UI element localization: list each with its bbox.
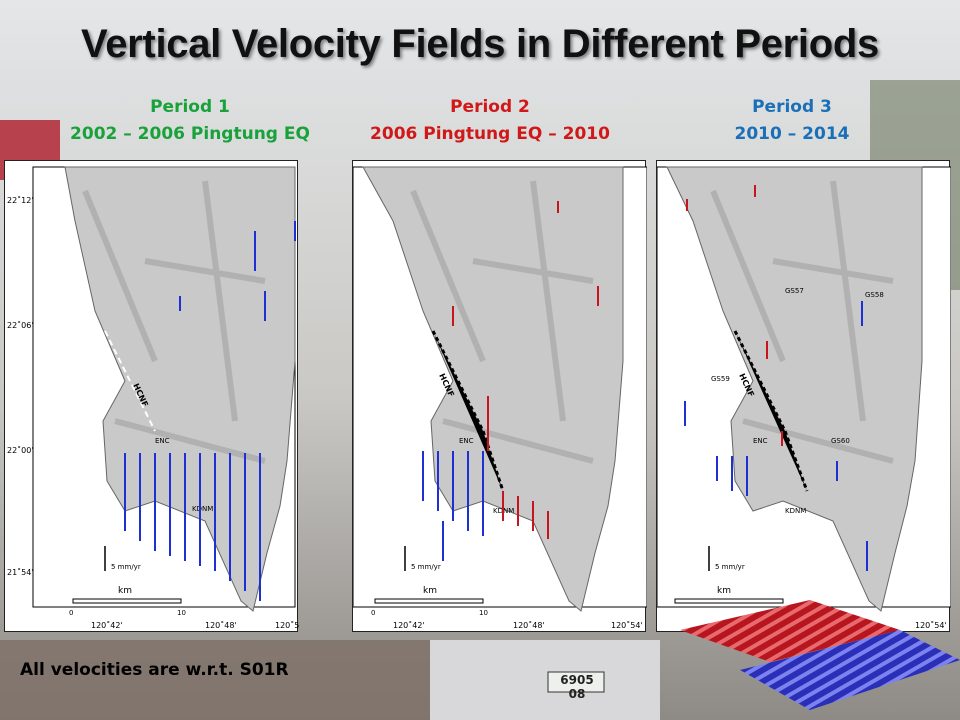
velocity-arrows-up bbox=[452, 201, 599, 539]
km-label: km bbox=[423, 586, 437, 596]
lat-tick: 22˚06' bbox=[7, 320, 34, 330]
map-period-3: HCNF GS57 GS58 GS59 GS60 ENC KDNM 5 mm/y… bbox=[657, 166, 951, 630]
station-label: ENC bbox=[459, 437, 474, 445]
station-label: GS58 bbox=[865, 291, 884, 299]
period-2-name: Period 2 bbox=[450, 97, 530, 117]
map-panel-period-1: HCNF 22˚12' 22˚06' 22˚00' 21˚54' 120˚42'… bbox=[4, 160, 299, 632]
lon-tick: 120˚42' bbox=[91, 620, 123, 630]
map-period-2: HCNF 120˚42' 120˚48' 120˚54' KDNM ENC 5 … bbox=[353, 166, 647, 630]
scale-label: 5 mm/yr bbox=[411, 563, 441, 571]
scale-label: 5 mm/yr bbox=[715, 563, 745, 571]
period-1-name: Period 1 bbox=[150, 97, 230, 117]
km-scale-bar bbox=[374, 598, 484, 604]
lon-tick: 120˚54' bbox=[275, 620, 299, 630]
period-3-header: Period 3 2010 – 2014 bbox=[642, 94, 942, 148]
period-3-range: 2010 – 2014 bbox=[734, 124, 850, 144]
station-label: KDNM bbox=[192, 505, 213, 513]
fault-line-hcnf bbox=[431, 330, 505, 492]
period-1-range: 2002 – 2006 Pingtung EQ bbox=[70, 124, 310, 144]
lon-tick: 120˚54' bbox=[915, 620, 947, 630]
velocity-arrows-down bbox=[422, 451, 484, 561]
station-label: ENC bbox=[753, 437, 768, 445]
period-2-range: 2006 Pingtung EQ – 2010 bbox=[370, 124, 610, 144]
km-label: km bbox=[118, 586, 132, 596]
fault-line-hcnf bbox=[733, 330, 809, 492]
red-block bbox=[680, 600, 900, 662]
period-1-header: Period 1 2002 – 2006 Pingtung EQ bbox=[40, 94, 340, 148]
velocity-arrows bbox=[124, 221, 296, 601]
km-scale-bar bbox=[674, 598, 784, 604]
footer-note: All velocities are w.r.t. S01R bbox=[20, 660, 289, 680]
blue-block bbox=[740, 630, 960, 710]
license-plate: 6905 08 bbox=[560, 673, 594, 701]
lon-tick: 120˚54' bbox=[611, 620, 643, 630]
station-label: ENC bbox=[155, 437, 170, 445]
lat-tick: 21˚54' bbox=[7, 567, 34, 577]
plate-schematic bbox=[680, 600, 960, 710]
km-tick: 0 bbox=[69, 609, 73, 617]
velocity-arrows-down bbox=[684, 301, 868, 571]
station-label: KDNM bbox=[785, 507, 806, 515]
km-tick: 10 bbox=[177, 609, 186, 617]
velocity-arrows-up bbox=[686, 185, 783, 446]
map-panel-period-3: HCNF GS57 GS58 GS59 GS60 ENC KDNM 5 mm/y… bbox=[656, 160, 951, 632]
km-tick: 10 bbox=[479, 609, 488, 617]
slide-title: Vertical Velocity Fields in Different Pe… bbox=[81, 22, 879, 66]
period-2-header: Period 2 2006 Pingtung EQ – 2010 bbox=[340, 94, 640, 148]
km-scale-bar bbox=[72, 598, 182, 604]
fault-line-hcnf bbox=[104, 330, 156, 432]
station-label: GS57 bbox=[785, 287, 804, 295]
lon-tick: 120˚42' bbox=[393, 620, 425, 630]
station-label: GS60 bbox=[831, 437, 850, 445]
map-panel-period-2: HCNF 120˚42' 120˚48' 120˚54' KDNM ENC 5 … bbox=[352, 160, 647, 632]
period-3-name: Period 3 bbox=[752, 97, 832, 117]
lat-tick: 22˚00' bbox=[7, 445, 34, 455]
lat-tick: 22˚12' bbox=[7, 195, 34, 205]
lon-tick: 120˚48' bbox=[513, 620, 545, 630]
station-label: GS59 bbox=[711, 375, 730, 383]
lon-tick: 120˚48' bbox=[205, 620, 237, 630]
km-tick: 0 bbox=[371, 609, 375, 617]
scale-label: 5 mm/yr bbox=[111, 563, 141, 571]
km-label: km bbox=[717, 586, 731, 596]
map-period-1: HCNF 22˚12' 22˚06' 22˚00' 21˚54' 120˚42'… bbox=[7, 166, 299, 630]
